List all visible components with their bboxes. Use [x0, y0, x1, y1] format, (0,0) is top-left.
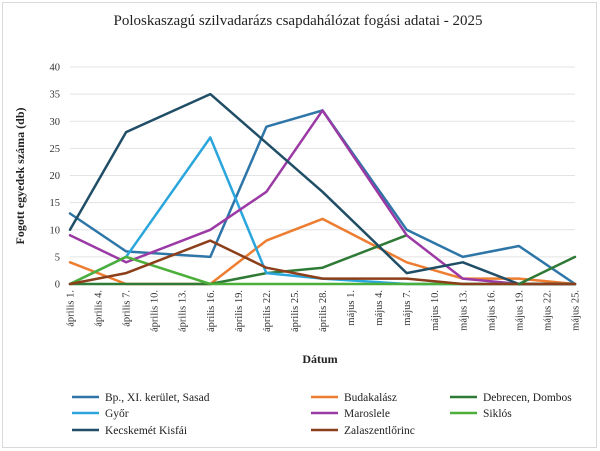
y-tick-label: 5 — [55, 252, 60, 263]
x-tick-label: május 7. — [402, 290, 413, 326]
x-tick-label: április 28. — [318, 290, 329, 332]
series-lines — [68, 92, 577, 286]
y-tick-label: 35 — [50, 90, 61, 101]
x-tick-label: április 19. — [234, 290, 245, 332]
x-tick-label: május 10. — [430, 290, 441, 331]
y-axis-title: Fogott egyedek száma (db) — [13, 108, 27, 245]
y-tick-label: 10 — [50, 225, 61, 236]
legend: Bp., XI. kerület, Sasad Budakalász Debrece… — [72, 392, 572, 437]
x-tick-label: május 13. — [458, 290, 469, 331]
legend-label: Győr — [105, 408, 129, 420]
y-axis-ticks: 0 5 10 15 20 25 30 35 40 — [50, 63, 61, 291]
y-tick-label: 15 — [50, 198, 61, 209]
series-line-7 — [68, 239, 577, 286]
series-line-4 — [68, 109, 577, 286]
x-axis-title: Dátum — [302, 352, 337, 366]
x-tick-label: május 4. — [374, 290, 385, 326]
x-axis-ticks: április 1. április 4. április 7. április 10… — [66, 290, 582, 332]
legend-label: Maroslele — [344, 408, 390, 420]
x-tick-label: április 16. — [206, 290, 217, 332]
series-line-2 — [68, 233, 408, 286]
y-tick-label: 25 — [50, 144, 61, 155]
y-tick-label: 40 — [50, 63, 61, 74]
x-tick-label: április 22. — [262, 290, 273, 332]
x-tick-label: május 19. — [514, 290, 525, 331]
legend-label: Bp., XI. kerület, Sasad — [105, 392, 210, 404]
series-line-0 — [68, 109, 577, 286]
y-tick-label: 20 — [50, 171, 61, 182]
x-tick-label: május 25. — [571, 290, 582, 331]
legend-label: Zalaszentlőrinc — [344, 425, 415, 437]
x-tick-label: május 1. — [346, 290, 357, 326]
x-tick-label: április 4. — [94, 290, 105, 327]
legend-label: Budakalász — [344, 392, 397, 404]
x-tick-label: április 13. — [178, 290, 189, 332]
chart-title: Poloskaszagú szilvadarázs csapdahálózat … — [113, 13, 482, 29]
series-line-6 — [68, 92, 577, 286]
x-tick-label: május 22. — [542, 290, 553, 331]
y-tick-label: 30 — [50, 117, 61, 128]
x-tick-label: április 25. — [290, 290, 301, 332]
legend-label: Kecskemét Kisfái — [105, 425, 187, 437]
legend-label: Siklós — [483, 408, 512, 420]
x-tick-label: május 16. — [486, 290, 497, 331]
x-tick-label: április 1. — [66, 290, 77, 327]
x-tick-label: április 7. — [122, 290, 133, 327]
y-tick-label: 0 — [55, 280, 60, 291]
legend-label: Debrecen, Dombos — [483, 392, 572, 404]
series-line-5 — [68, 255, 577, 286]
series-line-8 — [517, 255, 577, 286]
x-tick-label: április 10. — [150, 290, 161, 332]
